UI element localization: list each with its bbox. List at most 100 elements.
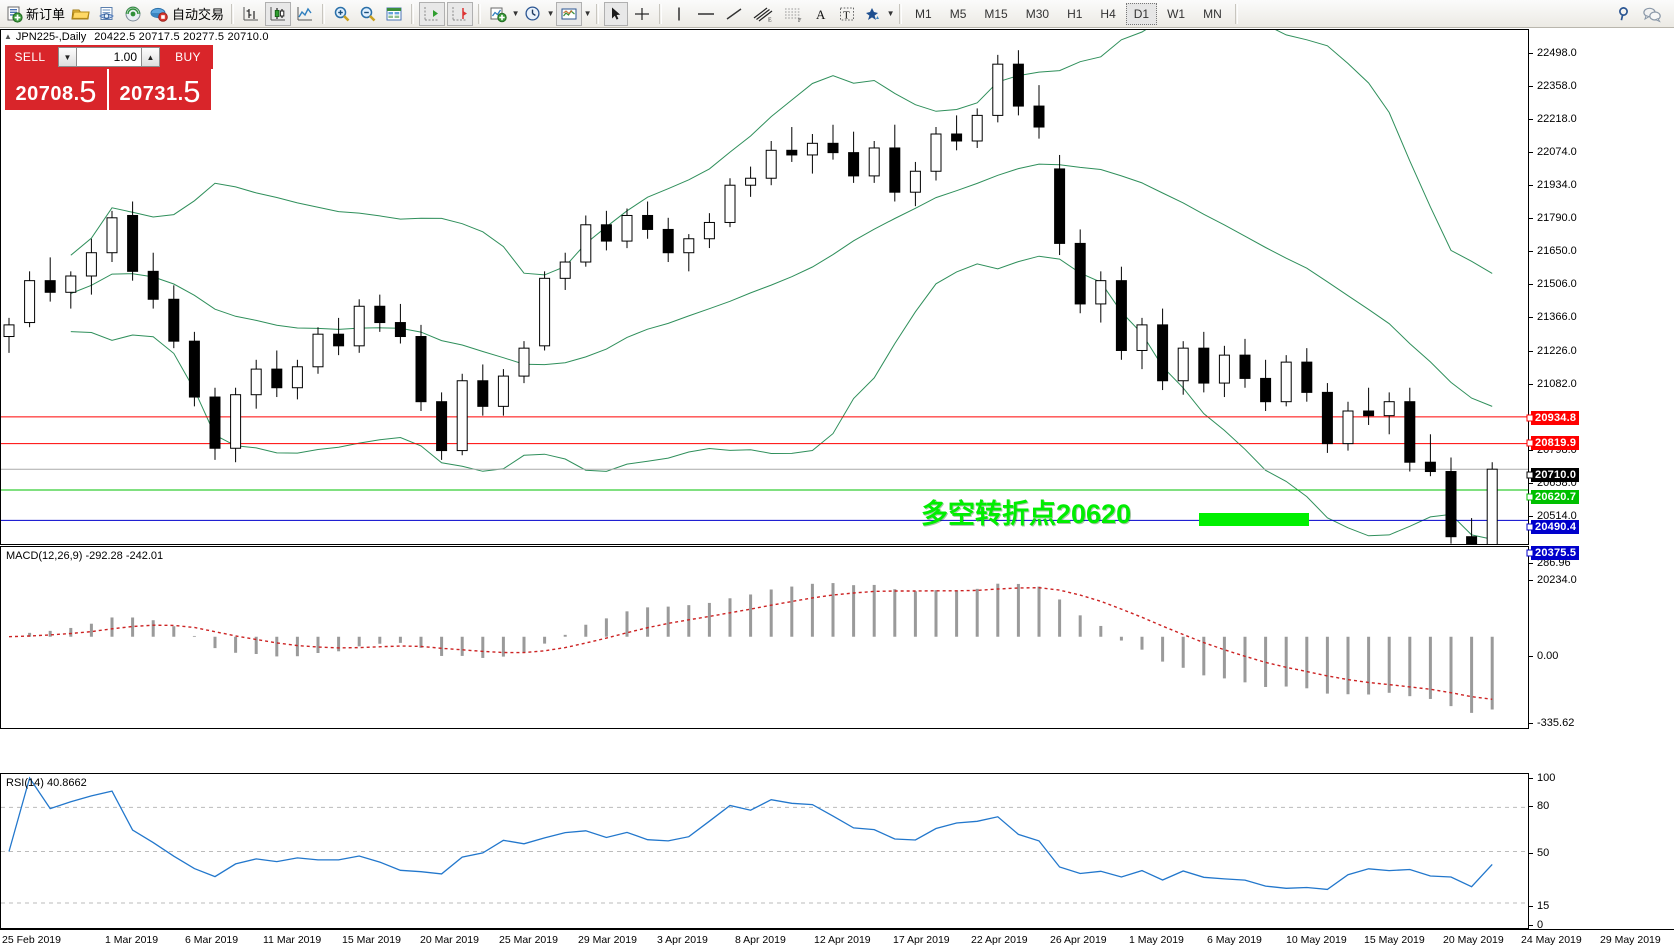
scale-tick [1529,185,1533,186]
trendline-icon[interactable] [721,2,747,26]
price-scale-label: 21226.0 [1537,345,1577,357]
macd-scale-label: 0.00 [1537,650,1559,662]
date-axis-label: 17 Apr 2019 [893,934,950,946]
zoom-in-icon[interactable] [330,2,354,26]
price-tag-support-line[interactable]: 20620.7 [1531,490,1580,504]
rsi-pane[interactable]: RSI(14) 40.8662 [0,773,1529,929]
print-preview-icon[interactable] [95,2,119,26]
horizontal-line-icon[interactable] [693,2,719,26]
collapse-triangle-icon[interactable]: ▲ [4,32,12,41]
timeframe-h4[interactable]: H4 [1100,6,1116,21]
macd-scale-label: 286.96 [1537,557,1571,569]
chart-annotation: 多空转折点20620 [921,499,1132,529]
data-window-icon[interactable] [382,2,406,26]
oct-price-row: 20708 . 5 20731 . 5 [5,69,213,110]
timeframe-m15[interactable]: M15 [984,6,1008,21]
zoom-out-icon[interactable] [356,2,380,26]
line-chart-icon[interactable] [293,2,317,26]
buy-price-fraction: 5 [183,73,201,109]
auto-scroll-icon[interactable] [447,1,474,26]
scale-tick [1529,563,1533,564]
price-tag-support-line[interactable]: 20375.5 [1531,546,1580,560]
date-axis-label: 25 Mar 2019 [499,934,558,946]
svg-text:F: F [798,18,802,23]
equidistant-channel-icon[interactable]: E [749,2,777,26]
price-scale-label: 20514.0 [1537,510,1577,522]
timeframe-mn[interactable]: MN [1203,6,1222,21]
bar-chart-icon[interactable] [239,2,263,26]
price-scale-label: 21506.0 [1537,278,1577,290]
crosshair-icon[interactable] [630,2,654,26]
price-tag-last-price[interactable]: 20710.0 [1531,468,1580,482]
symbol-ohlc: 20422.5 20717.5 20277.5 20710.0 [94,30,269,43]
chart-shift-icon[interactable] [419,1,446,26]
shapes-dropdown-caret[interactable]: ▼ [886,8,895,18]
svg-text:T: T [843,9,850,21]
timeframe-w1[interactable]: W1 [1167,6,1186,21]
buy-button[interactable]: 20731 . 5 [109,69,211,110]
rsi-scale-label: 0 [1537,919,1544,931]
date-axis-label: 12 Apr 2019 [814,934,871,946]
shapes-icon[interactable] [861,2,885,26]
price-chart-canvas [1,30,1528,544]
text-icon[interactable]: A [809,2,833,26]
timeframe-d1[interactable]: D1 [1125,2,1158,25]
date-axis-label: 15 May 2019 [1364,934,1425,946]
price-line-handle[interactable] [1526,523,1534,531]
macd-label: MACD(12,26,9) -292.28 -242.01 [6,550,164,562]
price-scale-label: 22074.0 [1537,146,1577,158]
main-toolbar: 新订单 [0,0,1674,28]
date-axis-label: 11 Mar 2019 [263,934,322,946]
price-line-handle[interactable] [1526,471,1534,479]
timeframe-m30[interactable]: M30 [1025,6,1050,21]
candlestick-chart-icon[interactable] [265,1,292,26]
volume-input[interactable]: 1.00 [76,47,142,67]
price-scale-label: 22498.0 [1537,47,1577,59]
sell-label[interactable]: SELL [5,45,55,69]
macd-pane[interactable]: MACD(12,26,9) -292.28 -242.01 [0,546,1529,729]
chat-icon[interactable] [1639,2,1665,26]
price-tag-resistance-line[interactable]: 20819.9 [1531,436,1580,450]
price-tag-resistance-line[interactable]: 20934.8 [1531,411,1580,425]
timeframe-m5[interactable]: M5 [949,6,967,21]
sell-button[interactable]: 20708 . 5 [5,69,107,110]
price-line-handle[interactable] [1526,439,1534,447]
auto-trading-label: 自动交易 [172,7,225,22]
price-scale-label: 21650.0 [1537,245,1577,257]
indicators-dropdown-caret[interactable]: ▼ [511,8,520,18]
price-line-handle[interactable] [1526,549,1534,557]
text-label-icon[interactable]: T [835,2,859,26]
volume-increment-caret[interactable]: ▲ [142,47,160,67]
vertical-line-icon[interactable] [667,2,691,26]
one-click-trading-panel: SELL ▼ 1.00 ▲ BUY 20708 . 5 20731 . 5 [5,45,213,110]
search-icon[interactable] [1613,2,1637,26]
timeframe-h1[interactable]: H1 [1067,6,1083,21]
buy-label[interactable]: BUY [163,45,213,69]
indicators-icon[interactable] [486,2,510,26]
cursor-icon[interactable] [604,1,629,26]
price-chart-pane[interactable]: 多空转折点20620 [0,29,1529,545]
price-line-handle[interactable] [1526,414,1534,422]
price-tag-support-line[interactable]: 20490.4 [1531,520,1580,534]
templates-icon[interactable] [556,1,583,26]
period-icon[interactable] [521,2,545,26]
price-scale-label: 22358.0 [1537,80,1577,92]
templates-dropdown-caret[interactable]: ▼ [583,8,592,18]
folder-icon[interactable] [69,2,93,26]
volume-dropdown-caret[interactable]: ▼ [58,47,76,67]
toolbar-separator [231,3,235,24]
timeframe-m1[interactable]: M1 [915,6,932,21]
oct-top-row: SELL ▼ 1.00 ▲ BUY [5,45,213,69]
price-line-handle[interactable] [1526,493,1534,501]
auto-trading-button[interactable]: 自动交易 [147,2,226,26]
period-dropdown-caret[interactable]: ▼ [546,8,555,18]
scale-tick [1529,516,1533,517]
toolbar-separator [899,3,903,24]
sell-price-main: 20708 [15,83,74,105]
new-order-button[interactable]: 新订单 [3,2,67,26]
fibonacci-icon[interactable]: F [779,2,807,26]
scale-tick [1529,384,1533,385]
rsi-scale-label: 80 [1537,800,1550,812]
price-scale[interactable]: 22498.0 22358.0 22218.0 22074.0 21934.0 21790… [1526,0,1674,949]
news-icon[interactable] [121,2,145,26]
